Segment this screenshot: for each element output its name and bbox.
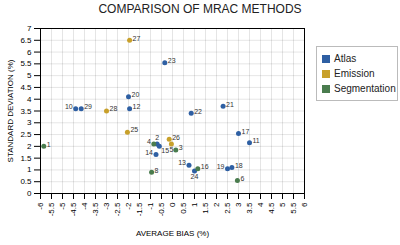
svg-text:-1.5: -1.5 xyxy=(135,202,144,216)
svg-text:5.5: 5.5 xyxy=(289,202,298,214)
svg-text:-2.5: -2.5 xyxy=(113,202,122,216)
svg-text:17: 17 xyxy=(242,128,250,135)
svg-text:-1: -1 xyxy=(146,202,155,210)
svg-text:23: 23 xyxy=(168,57,176,64)
html-text:Atlas: Atlas xyxy=(334,53,357,64)
html-text:Emission: Emission xyxy=(334,68,375,79)
svg-text:0.5: 0.5 xyxy=(179,202,188,214)
html-text:Segmentation: Segmentation xyxy=(334,83,396,94)
svg-text:6: 6 xyxy=(300,202,309,207)
svg-text:3: 3 xyxy=(27,118,32,127)
svg-text:-3: -3 xyxy=(102,202,111,210)
svg-text:4.5: 4.5 xyxy=(267,202,276,214)
svg-text:2: 2 xyxy=(212,202,221,207)
svg-text:10: 10 xyxy=(65,103,73,110)
svg-text:-4: -4 xyxy=(80,202,89,210)
svg-text:-0.5: -0.5 xyxy=(157,202,166,216)
svg-text:2: 2 xyxy=(155,134,159,141)
svg-text:2: 2 xyxy=(27,142,32,151)
svg-text:4: 4 xyxy=(256,202,265,207)
svg-text:3.5: 3.5 xyxy=(245,202,254,214)
svg-text:AVERAGE BIAS (%): AVERAGE BIAS (%) xyxy=(136,229,210,238)
svg-text:6.5: 6.5 xyxy=(20,36,32,45)
svg-text:16: 16 xyxy=(201,163,209,170)
svg-text:-4.5: -4.5 xyxy=(69,202,78,216)
svg-text:1.5: 1.5 xyxy=(201,202,210,214)
svg-text:15: 15 xyxy=(161,147,169,154)
svg-text:-6: -6 xyxy=(36,202,45,210)
svg-text:22: 22 xyxy=(194,108,202,115)
svg-text:24: 24 xyxy=(191,173,199,180)
svg-text:3: 3 xyxy=(234,202,243,207)
svg-text:27: 27 xyxy=(133,35,141,42)
svg-text:29: 29 xyxy=(84,103,92,110)
svg-text:13: 13 xyxy=(178,159,186,166)
svg-text:1.5: 1.5 xyxy=(20,154,32,163)
svg-text:12: 12 xyxy=(133,103,141,110)
svg-text:25: 25 xyxy=(130,126,138,133)
svg-text:5: 5 xyxy=(27,71,32,80)
svg-text:4.5: 4.5 xyxy=(20,83,32,92)
svg-text:5: 5 xyxy=(169,146,173,153)
svg-text:STANDARD DEVIATION (%): STANDARD DEVIATION (%) xyxy=(6,59,15,162)
svg-text:26: 26 xyxy=(172,134,180,141)
svg-text:-5.5: -5.5 xyxy=(47,202,56,216)
svg-text:6: 6 xyxy=(27,48,32,57)
svg-text:3.5: 3.5 xyxy=(20,107,32,116)
svg-text:0: 0 xyxy=(27,189,32,198)
svg-text:14: 14 xyxy=(145,149,153,156)
svg-text:2.5: 2.5 xyxy=(223,202,232,214)
svg-text:21: 21 xyxy=(226,101,234,108)
svg-text:4: 4 xyxy=(27,95,32,104)
svg-text:7: 7 xyxy=(27,24,32,33)
svg-text:6: 6 xyxy=(240,175,244,182)
svg-text:20: 20 xyxy=(132,91,140,98)
svg-text:0: 0 xyxy=(168,202,177,207)
svg-text:18: 18 xyxy=(235,162,243,169)
svg-text:28: 28 xyxy=(110,105,118,112)
svg-text:5: 5 xyxy=(278,202,287,207)
svg-text:1: 1 xyxy=(47,141,51,148)
svg-text:4: 4 xyxy=(147,138,151,145)
svg-text:-5: -5 xyxy=(58,202,67,210)
svg-text:5.5: 5.5 xyxy=(20,59,32,68)
svg-text:8: 8 xyxy=(155,167,159,174)
svg-text:0.5: 0.5 xyxy=(20,177,32,186)
svg-text:1: 1 xyxy=(190,202,199,207)
svg-text:2.5: 2.5 xyxy=(20,130,32,139)
svg-text:-2: -2 xyxy=(124,202,133,210)
html-text:COMPARISON OF MRAC METHODS: COMPARISON OF MRAC METHODS xyxy=(98,2,302,16)
svg-text:19: 19 xyxy=(217,163,225,170)
svg-text:-3.5: -3.5 xyxy=(91,202,100,216)
svg-text:11: 11 xyxy=(253,137,260,144)
svg-text:3: 3 xyxy=(179,144,183,151)
svg-text:1: 1 xyxy=(27,165,32,174)
